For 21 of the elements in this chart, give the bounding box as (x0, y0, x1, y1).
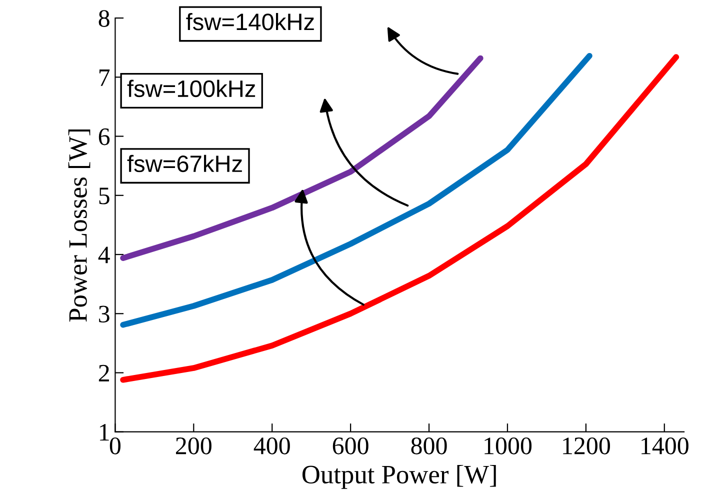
y-tick-label: 2 (98, 364, 109, 382)
x-tick-label: 600 (332, 437, 368, 454)
y-tick-label: 1 (100, 424, 109, 441)
x-tick-label: 0 (110, 437, 120, 454)
y-tick-label: 3 (99, 306, 110, 323)
x-axis-title: Output Power [W] (302, 464, 496, 489)
annotation: fsw=67kHz (127, 154, 242, 172)
x-tick-label: 400 (254, 437, 290, 454)
annotation: fsw=140kHz (186, 12, 314, 30)
x-tick-label: 800 (411, 437, 447, 454)
x-tick-label: 1000 (484, 437, 532, 454)
x-tick-label: 200 (176, 437, 212, 454)
y-tick-label: 6 (98, 128, 110, 146)
y-tick-label: 7 (99, 69, 110, 86)
x-tick-label: 1400 (642, 437, 688, 454)
annotation: fsw=100kHz (127, 80, 256, 98)
y-tick-label: 4 (98, 246, 110, 264)
y-axis-title: Power Losses [W] (68, 129, 90, 322)
x-tick-label: 1200 (563, 437, 610, 454)
y-tick-label: 8 (98, 10, 110, 27)
y-tick-label: 5 (99, 188, 110, 204)
